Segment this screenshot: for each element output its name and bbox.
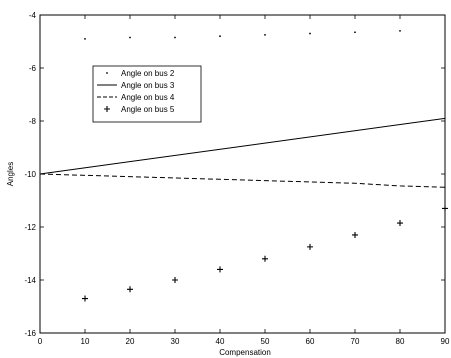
legend-label: Angle on bus 3 xyxy=(121,81,175,90)
x-tick-label: 70 xyxy=(351,337,360,346)
data-point xyxy=(399,30,401,32)
y-tick-label: -12 xyxy=(24,223,36,232)
x-tick-label: 40 xyxy=(216,337,225,346)
y-tick-label: -10 xyxy=(24,170,36,179)
y-tick-label: -8 xyxy=(29,117,37,126)
data-point xyxy=(352,231,358,238)
y-axis-label: Angles xyxy=(6,162,15,186)
data-point xyxy=(174,36,176,39)
y-tick-label: -14 xyxy=(24,276,36,285)
tick-marks xyxy=(39,14,446,334)
legend-entry: Angle on bus 4 xyxy=(97,93,175,102)
x-tick-label: 50 xyxy=(261,337,270,346)
x-tick-label: 30 xyxy=(171,337,180,346)
x-tick-label: 80 xyxy=(396,337,405,346)
legend-label: Angle on bus 5 xyxy=(121,105,175,114)
data-point xyxy=(307,243,313,250)
legend-entries: Angle on bus 2 Angle on bus 3 Angle on bus… xyxy=(97,69,175,114)
series-line xyxy=(39,117,446,175)
series-3 xyxy=(39,173,446,188)
plot-frame xyxy=(39,14,446,334)
data-point xyxy=(84,37,86,40)
series-4 xyxy=(82,205,448,302)
x-tick-label: 90 xyxy=(441,337,450,346)
y-tick-label: -4 xyxy=(29,11,37,20)
legend-entry: Angle on bus 2 xyxy=(106,69,175,78)
x-tick-label: 20 xyxy=(126,337,135,346)
x-tick-label: 0 xyxy=(38,337,43,346)
data-point xyxy=(264,33,266,36)
data-point xyxy=(82,295,88,302)
data-point xyxy=(129,36,131,39)
legend-box xyxy=(92,65,202,123)
x-tick-label: 60 xyxy=(306,337,315,346)
legend-entry: Angle on bus 3 xyxy=(97,81,175,90)
x-tick-label: 10 xyxy=(81,337,90,346)
series-layer xyxy=(39,30,448,302)
legend: Angle on bus 2 Angle on bus 3 Angle on bus… xyxy=(92,65,202,123)
data-point xyxy=(309,32,311,35)
legend-label: Angle on bus 4 xyxy=(121,93,175,102)
legend-entry: Angle on bus 5 xyxy=(104,105,175,114)
y-tick-label: -6 xyxy=(29,64,37,73)
legend-label: Angle on bus 2 xyxy=(121,69,175,78)
series-2 xyxy=(39,117,446,175)
legend-swatch xyxy=(106,72,108,74)
data-point xyxy=(354,31,356,34)
series-line xyxy=(39,173,446,188)
data-point xyxy=(219,35,221,38)
data-point xyxy=(217,266,223,273)
legend-swatch xyxy=(104,106,110,112)
y-tick-label: -16 xyxy=(24,329,36,338)
data-point xyxy=(397,220,403,227)
data-point xyxy=(442,205,448,212)
data-point xyxy=(172,277,178,283)
x-tick-labels: 0 10 20 30 40 50 60 70 80 90 xyxy=(38,337,450,346)
data-point xyxy=(262,255,268,262)
series-1 xyxy=(84,30,401,40)
x-axis-label: Compensation xyxy=(219,348,271,357)
y-tick-labels: -16 -14 -12 -10 -8 -6 -4 xyxy=(24,11,36,338)
data-point xyxy=(127,286,133,293)
